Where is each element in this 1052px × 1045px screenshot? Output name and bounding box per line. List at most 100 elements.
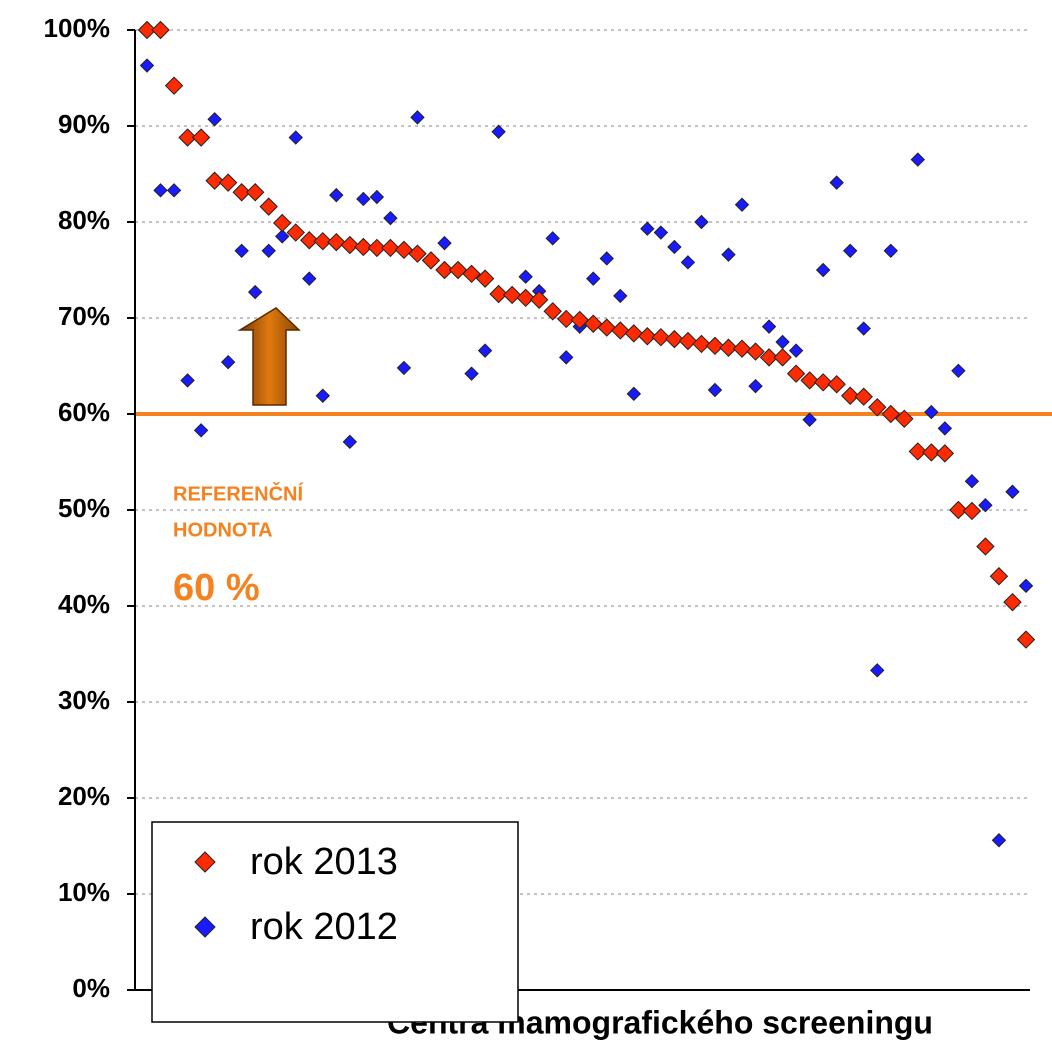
point bbox=[651, 327, 671, 347]
y-tick-label: 20% bbox=[58, 781, 110, 811]
point bbox=[964, 473, 980, 489]
point bbox=[137, 20, 157, 40]
point bbox=[178, 128, 197, 147]
point bbox=[962, 501, 982, 521]
point bbox=[273, 213, 292, 233]
point bbox=[151, 20, 170, 40]
point bbox=[462, 264, 481, 284]
point bbox=[719, 338, 738, 357]
arrow bbox=[237, 307, 301, 406]
point bbox=[788, 343, 804, 358]
point bbox=[597, 318, 616, 337]
point bbox=[761, 319, 777, 334]
point bbox=[518, 269, 533, 284]
point bbox=[829, 175, 844, 190]
point bbox=[721, 247, 736, 262]
point bbox=[667, 239, 682, 255]
point bbox=[856, 321, 871, 336]
point bbox=[680, 255, 696, 270]
point bbox=[1016, 630, 1036, 649]
point bbox=[180, 373, 195, 388]
point bbox=[421, 251, 441, 270]
point bbox=[786, 364, 806, 383]
point bbox=[586, 271, 601, 286]
point bbox=[842, 243, 858, 259]
point bbox=[653, 225, 669, 240]
point bbox=[746, 342, 765, 361]
point bbox=[491, 124, 506, 139]
point bbox=[261, 243, 276, 259]
point bbox=[705, 336, 725, 356]
point bbox=[813, 373, 833, 392]
point bbox=[773, 348, 792, 367]
point bbox=[707, 382, 723, 398]
point bbox=[1018, 578, 1034, 594]
legend-marker bbox=[194, 851, 216, 873]
point bbox=[1005, 484, 1020, 499]
point bbox=[502, 285, 522, 305]
point bbox=[302, 271, 317, 286]
point bbox=[908, 442, 928, 461]
y-tick-label: 40% bbox=[58, 589, 110, 619]
y-tick-label: 80% bbox=[58, 205, 110, 235]
point bbox=[678, 331, 698, 351]
point bbox=[286, 223, 305, 242]
point bbox=[881, 404, 900, 424]
point bbox=[638, 327, 657, 346]
point bbox=[694, 214, 709, 230]
marks bbox=[137, 20, 1036, 848]
point bbox=[854, 387, 873, 406]
point bbox=[367, 238, 387, 258]
point bbox=[748, 378, 763, 394]
point bbox=[232, 183, 251, 202]
point bbox=[827, 375, 846, 394]
point bbox=[245, 183, 265, 202]
point bbox=[259, 197, 278, 216]
point bbox=[288, 130, 303, 145]
annotation: 60 % bbox=[173, 567, 260, 609]
point bbox=[464, 366, 479, 381]
point bbox=[545, 231, 560, 246]
point bbox=[599, 251, 614, 266]
point bbox=[922, 443, 941, 462]
point bbox=[247, 284, 263, 300]
point bbox=[475, 269, 495, 288]
point bbox=[205, 171, 224, 190]
point bbox=[949, 500, 968, 520]
point bbox=[218, 173, 238, 192]
point bbox=[802, 412, 817, 427]
point bbox=[435, 260, 454, 280]
point bbox=[300, 231, 319, 250]
y-tick-label: 100% bbox=[44, 13, 111, 43]
point bbox=[991, 833, 1007, 848]
point bbox=[870, 663, 885, 678]
point bbox=[315, 388, 331, 403]
point bbox=[313, 231, 333, 251]
point bbox=[734, 197, 750, 212]
point bbox=[543, 302, 562, 321]
point bbox=[448, 260, 468, 280]
y-tick-label: 0% bbox=[72, 973, 110, 1003]
point bbox=[191, 128, 211, 147]
point bbox=[410, 110, 425, 125]
y-tick-label: 50% bbox=[58, 493, 110, 523]
point bbox=[557, 309, 576, 329]
point bbox=[840, 386, 860, 405]
point bbox=[800, 371, 819, 390]
point bbox=[989, 567, 1009, 586]
point bbox=[951, 363, 966, 379]
point bbox=[207, 112, 222, 127]
point bbox=[383, 210, 398, 226]
point bbox=[626, 386, 642, 402]
point bbox=[354, 237, 373, 257]
point bbox=[624, 324, 644, 343]
point bbox=[775, 334, 790, 350]
y-tick-label: 30% bbox=[58, 685, 110, 715]
point bbox=[613, 288, 628, 304]
point bbox=[924, 404, 939, 420]
annotation: HODNOTA bbox=[173, 519, 273, 541]
y-tick-label: 90% bbox=[58, 109, 110, 139]
point bbox=[408, 244, 427, 263]
